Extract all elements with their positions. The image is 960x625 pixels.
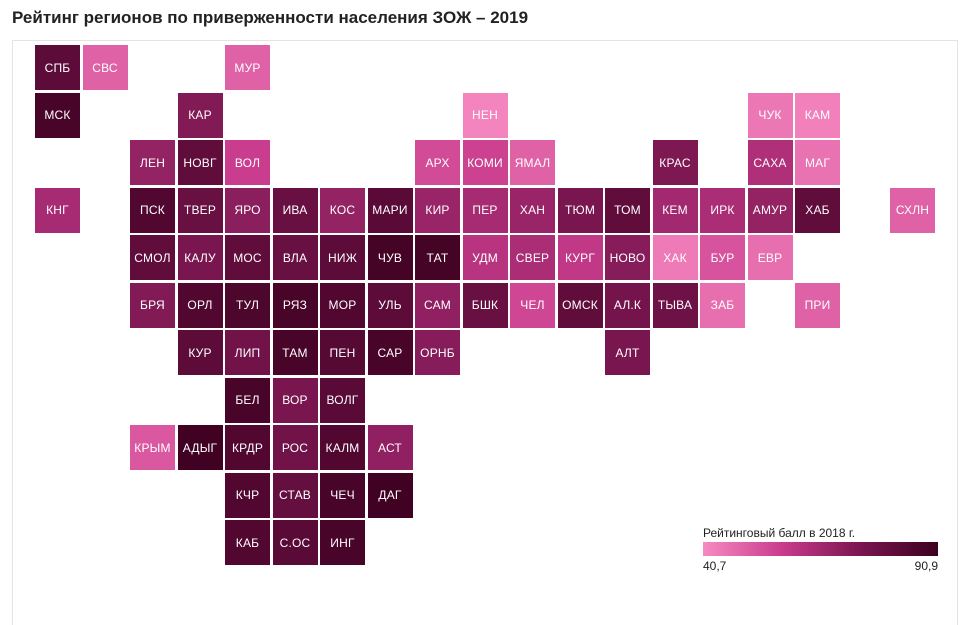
region-tile-40[interactable]: ТАТ: [415, 235, 460, 280]
region-tile-36[interactable]: МОС: [225, 235, 270, 280]
region-tile-58[interactable]: АЛ.К: [605, 282, 650, 328]
region-tile-56[interactable]: ЧЕЛ: [510, 282, 555, 328]
legend-max-label: 90,9: [914, 559, 938, 573]
legend-color-scale: [703, 542, 938, 556]
region-tile-59[interactable]: ТЫВА: [652, 282, 698, 328]
region-tile-42[interactable]: СВЕР: [510, 235, 555, 280]
region-tile-72[interactable]: КРЫМ: [130, 425, 175, 470]
region-tile-2[interactable]: МУР: [225, 45, 270, 90]
region-tile-49[interactable]: ОРЛ: [177, 282, 223, 328]
region-tile-43[interactable]: КУРГ: [557, 235, 603, 280]
region-tile-14[interactable]: КРАС: [652, 140, 698, 185]
region-tile-9[interactable]: НОВГ: [177, 140, 223, 185]
region-tile-8[interactable]: ЛЕН: [130, 140, 175, 185]
region-tile-79[interactable]: СТАВ: [272, 472, 318, 518]
region-tile-65[interactable]: ПЕН: [320, 330, 365, 375]
region-tile-21[interactable]: ИВА: [272, 187, 318, 233]
region-tile-71[interactable]: ВОЛГ: [320, 377, 365, 423]
region-tile-5[interactable]: НЕН: [462, 92, 508, 138]
region-tile-52[interactable]: МОР: [320, 282, 365, 328]
region-tile-60[interactable]: ЗАБ: [700, 282, 745, 328]
region-tile-10[interactable]: ВОЛ: [225, 140, 270, 185]
region-tile-55[interactable]: БШК: [462, 282, 508, 328]
region-tile-46[interactable]: БУР: [700, 235, 745, 280]
region-tile-76[interactable]: КАЛМ: [320, 425, 365, 470]
region-tile-13[interactable]: ЯМАЛ: [510, 140, 555, 185]
region-tile-39[interactable]: ЧУВ: [367, 235, 413, 280]
region-tile-73[interactable]: АДЫГ: [177, 425, 223, 470]
region-tile-33[interactable]: СХЛН: [890, 187, 935, 233]
region-tile-84[interactable]: ИНГ: [320, 520, 365, 565]
region-tile-54[interactable]: САМ: [415, 282, 460, 328]
region-tile-44[interactable]: НОВО: [605, 235, 650, 280]
region-tile-41[interactable]: УДМ: [462, 235, 508, 280]
region-tile-75[interactable]: РОС: [272, 425, 318, 470]
region-tile-62[interactable]: КУР: [177, 330, 223, 375]
map-frame: [12, 40, 958, 625]
region-tile-30[interactable]: ИРК: [700, 187, 745, 233]
region-tile-24[interactable]: КИР: [415, 187, 460, 233]
region-tile-15[interactable]: САХА: [747, 140, 793, 185]
legend-title: Рейтинговый балл в 2018 г.: [703, 526, 856, 540]
region-tile-11[interactable]: АРХ: [415, 140, 460, 185]
region-tile-45[interactable]: ХАК: [652, 235, 698, 280]
region-tile-35[interactable]: КАЛУ: [177, 235, 223, 280]
region-tile-20[interactable]: ЯРО: [225, 187, 270, 233]
region-tile-1[interactable]: СВС: [82, 45, 128, 90]
region-tile-48[interactable]: БРЯ: [130, 282, 175, 328]
region-tile-37[interactable]: ВЛА: [272, 235, 318, 280]
region-tile-31[interactable]: АМУР: [747, 187, 793, 233]
region-tile-12[interactable]: КОМИ: [462, 140, 508, 185]
region-tile-83[interactable]: С.ОС: [272, 520, 318, 565]
region-tile-4[interactable]: КАР: [177, 92, 223, 138]
region-tile-0[interactable]: СПБ: [35, 45, 80, 90]
region-tile-78[interactable]: КЧР: [225, 472, 270, 518]
region-tile-61[interactable]: ПРИ: [795, 282, 840, 328]
map-title: Рейтинг регионов по приверженности насел…: [12, 8, 529, 27]
region-tile-27[interactable]: ТЮМ: [557, 187, 603, 233]
region-tile-64[interactable]: ТАМ: [272, 330, 318, 375]
region-tile-67[interactable]: ОРНБ: [415, 330, 460, 375]
region-tile-18[interactable]: ПСК: [130, 187, 175, 233]
region-tile-6[interactable]: ЧУК: [747, 92, 793, 138]
region-tile-77[interactable]: АСТ: [367, 425, 413, 470]
region-tile-82[interactable]: КАБ: [225, 520, 270, 565]
region-tile-3[interactable]: МСК: [35, 92, 80, 138]
region-tile-53[interactable]: УЛЬ: [367, 282, 413, 328]
region-tile-68[interactable]: АЛТ: [605, 330, 650, 375]
region-tile-19[interactable]: ТВЕР: [177, 187, 223, 233]
region-tile-22[interactable]: КОС: [320, 187, 365, 233]
region-tile-16[interactable]: МАГ: [795, 140, 840, 185]
region-tile-25[interactable]: ПЕР: [462, 187, 508, 233]
region-tile-50[interactable]: ТУЛ: [225, 282, 270, 328]
region-tile-81[interactable]: ДАГ: [367, 472, 413, 518]
region-tile-74[interactable]: КРДР: [225, 425, 270, 470]
region-tile-23[interactable]: МАРИ: [367, 187, 413, 233]
region-tile-17[interactable]: КНГ: [35, 187, 80, 233]
region-tile-32[interactable]: ХАБ: [795, 187, 840, 233]
region-tile-57[interactable]: ОМСК: [557, 282, 603, 328]
region-tile-51[interactable]: РЯЗ: [272, 282, 318, 328]
region-tile-28[interactable]: ТОМ: [605, 187, 650, 233]
region-tile-34[interactable]: СМОЛ: [130, 235, 175, 280]
region-tile-69[interactable]: БЕЛ: [225, 377, 270, 423]
region-tile-70[interactable]: ВОР: [272, 377, 318, 423]
region-tile-80[interactable]: ЧЕЧ: [320, 472, 365, 518]
region-tile-66[interactable]: САР: [367, 330, 413, 375]
region-tile-47[interactable]: ЕВР: [747, 235, 793, 280]
region-tile-63[interactable]: ЛИП: [225, 330, 270, 375]
region-tile-7[interactable]: КАМ: [795, 92, 840, 138]
region-tile-38[interactable]: НИЖ: [320, 235, 365, 280]
region-tile-26[interactable]: ХАН: [510, 187, 555, 233]
region-tile-29[interactable]: КЕМ: [652, 187, 698, 233]
legend-min-label: 40,7: [703, 559, 727, 573]
